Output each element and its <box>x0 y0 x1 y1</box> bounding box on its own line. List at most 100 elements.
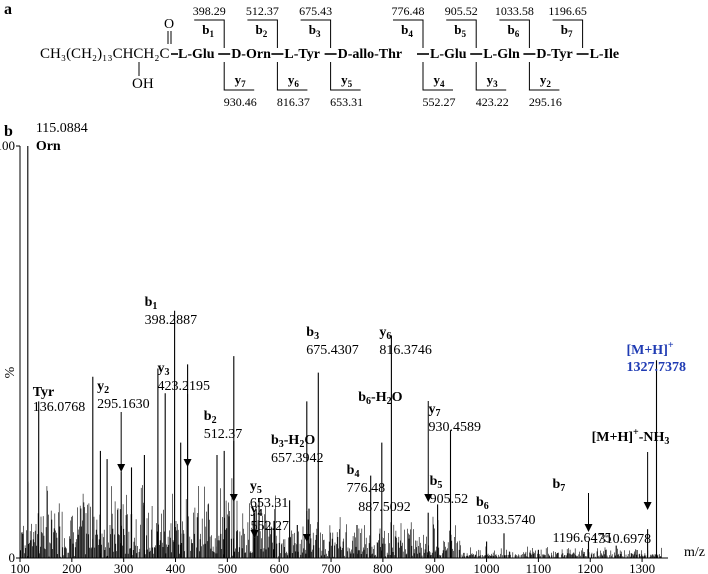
annotation-label-18: [M+H]+-NH3 <box>592 427 670 447</box>
fatty-acid-chain: CH₃(CH₂)₁₃CHCH₂C <box>40 46 170 62</box>
y-ion-mass-6: 295.16 <box>529 95 562 109</box>
b-ion-mass-1: 398.29 <box>193 4 226 18</box>
annotation-label-19: [M+H]+ <box>626 340 673 358</box>
y-ion-mass-2: 816.37 <box>277 95 310 109</box>
annotation-mass-1: 115.0884 <box>36 121 88 136</box>
b-ion-bracket-7 <box>552 19 584 48</box>
y-ion-mass-3: 653.31 <box>330 95 363 109</box>
y-ion-bracket-5 <box>475 62 507 91</box>
annotation-label-11: b4 <box>347 463 360 480</box>
annotation-arrowhead-5 <box>183 459 192 467</box>
annotation-mass-10: 675.4307 <box>306 343 359 358</box>
b-ion-bracket-2 <box>247 19 278 48</box>
b-ion-mass-5: 905.52 <box>445 4 478 18</box>
annotation-arrowhead-8 <box>302 534 311 542</box>
annotation-label-3: y2 <box>97 379 109 396</box>
y-ion-mass-5: 423.22 <box>476 95 509 109</box>
x-tick-label-1100: 1100 <box>526 561 552 574</box>
annotation-label-16: b6 <box>476 495 489 512</box>
residue-1: L-Glu <box>178 47 215 62</box>
panel-a-label: a <box>4 1 12 18</box>
annotation-mass-14: 905.52 <box>430 492 469 507</box>
annotation-mass-15: 930.4589 <box>429 420 482 435</box>
y-ion-label-1: y7 <box>235 72 247 89</box>
y-ion-bracket-2 <box>276 62 308 91</box>
b-ion-bracket-4 <box>393 19 424 48</box>
residue-2: D-Orn <box>231 47 271 62</box>
x-tick-label-700: 700 <box>321 561 341 574</box>
residue-7: D-Tyr <box>536 47 572 62</box>
x-tick-label-200: 200 <box>62 561 82 574</box>
b-ion-bracket-5 <box>446 19 477 48</box>
peptide-structure-panel: a O CH₃(CH₂)₁₃CHCH₂C OH L-Glu D-Orn L-Tyr D… <box>4 1 619 109</box>
annotation-label-17: b7 <box>553 477 566 494</box>
noise-peaks <box>19 478 662 558</box>
annotation-mass-11: 776.48 <box>347 481 386 496</box>
b-ion-mass-7: 1196.65 <box>548 4 587 18</box>
annotation-label-13: b6-H2O <box>358 390 402 407</box>
annotation-label-8: y5 <box>250 479 262 496</box>
b-ion-bracket-3 <box>300 19 332 48</box>
b-ion-bracket-6 <box>499 19 530 48</box>
residue-4: D-allo-Thr <box>338 47 403 62</box>
annotation-label-6: b2 <box>204 409 217 426</box>
residue-chain: L-Glu D-Orn L-Tyr D-allo-Thr L-Glu L-Gln D-Tyr… <box>171 47 619 62</box>
annotation-mass-5: 423.2195 <box>158 379 211 394</box>
annotation-mass-18: 1310.6978 <box>592 532 652 547</box>
b-ion-mass-6: 1033.58 <box>495 4 534 18</box>
annotation-mass-3: 295.1630 <box>97 397 150 412</box>
annotation-mass-16: 1033.5740 <box>476 513 535 528</box>
annotation-mass-7: 552.27 <box>250 519 289 534</box>
x-tick-label-1300: 1300 <box>629 561 655 574</box>
annotation-mass-12: 816.3746 <box>379 343 432 358</box>
y-tick-label-0: 0 <box>9 550 16 565</box>
b-ion-mass-4: 776.48 <box>392 4 425 18</box>
b-ion-label-3: b3 <box>309 22 321 39</box>
y-ion-label-3: y5 <box>341 72 353 89</box>
annotation-arrowhead-7 <box>250 530 259 538</box>
y-axis-label: % <box>3 366 18 378</box>
x-tick-label-900: 900 <box>425 561 445 574</box>
residue-6: L-Gln <box>483 47 520 62</box>
annotation-label-4: b1 <box>145 295 158 312</box>
annotation-label-1: Orn <box>36 139 61 154</box>
x-tick-label-800: 800 <box>373 561 393 574</box>
y-ion-bracket-3 <box>330 62 361 91</box>
annotation-mass-19: 1327.7378 <box>626 360 686 375</box>
annotation-label-10: b3 <box>306 325 319 342</box>
b-ion-label-2: b2 <box>256 22 268 39</box>
annotation-arrowhead-18 <box>643 502 652 510</box>
x-tick-label-1200: 1200 <box>577 561 603 574</box>
b-ion-label-6: b6 <box>508 22 520 39</box>
annotation-label-2: Tyr <box>33 385 55 400</box>
x-tick-label-300: 300 <box>114 561 134 574</box>
b-ion-mass-3: 675.43 <box>299 4 332 18</box>
annotation-label-5: y3 <box>158 361 170 378</box>
annotation-mass-4: 398.2887 <box>145 313 198 328</box>
y-ion-bracket-1 <box>223 62 255 91</box>
residue-8: L-Ile <box>590 47 620 62</box>
b-ion-bracket-1 <box>194 19 225 48</box>
annotation-mass-8: 653.31 <box>250 496 289 511</box>
x-tick-label-400: 400 <box>166 561 186 574</box>
b-ion-label-7: b7 <box>561 22 573 39</box>
y-ion-label-6: y2 <box>540 72 552 89</box>
b-ion-label-5: b5 <box>454 22 466 39</box>
x-axis-label: m/z <box>684 545 705 560</box>
panel-b-label: b <box>4 123 13 140</box>
axes: 100 200 300 400 500 600 700 800 900 1000 1100 1200 1… <box>0 138 668 574</box>
carbonyl-oxygen: O <box>164 17 174 32</box>
y-tick-label-100: 100 <box>0 138 15 153</box>
x-tick-label-600: 600 <box>269 561 289 574</box>
y-ion-label-5: y3 <box>487 72 499 89</box>
b-ion-label-1: b1 <box>202 22 214 39</box>
y-ion-label-2: y6 <box>288 72 300 89</box>
hydroxyl-group: OH <box>132 76 154 92</box>
annotation-mass-13: 887.5092 <box>358 500 411 515</box>
y-ion-bracket-4 <box>422 62 453 91</box>
residue-3: L-Tyr <box>284 47 320 62</box>
annotation-arrowhead-17 <box>584 524 593 532</box>
x-tick-label-500: 500 <box>218 561 238 574</box>
